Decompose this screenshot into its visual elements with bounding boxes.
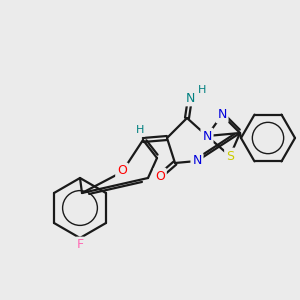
Text: S: S: [226, 149, 234, 163]
Text: N: N: [202, 130, 212, 142]
Text: F: F: [76, 238, 84, 251]
Text: N: N: [185, 92, 195, 104]
Text: H: H: [198, 85, 206, 95]
Text: O: O: [117, 164, 127, 178]
Text: O: O: [155, 169, 165, 182]
Text: N: N: [217, 109, 227, 122]
Text: H: H: [136, 125, 144, 135]
Text: N: N: [192, 154, 202, 167]
